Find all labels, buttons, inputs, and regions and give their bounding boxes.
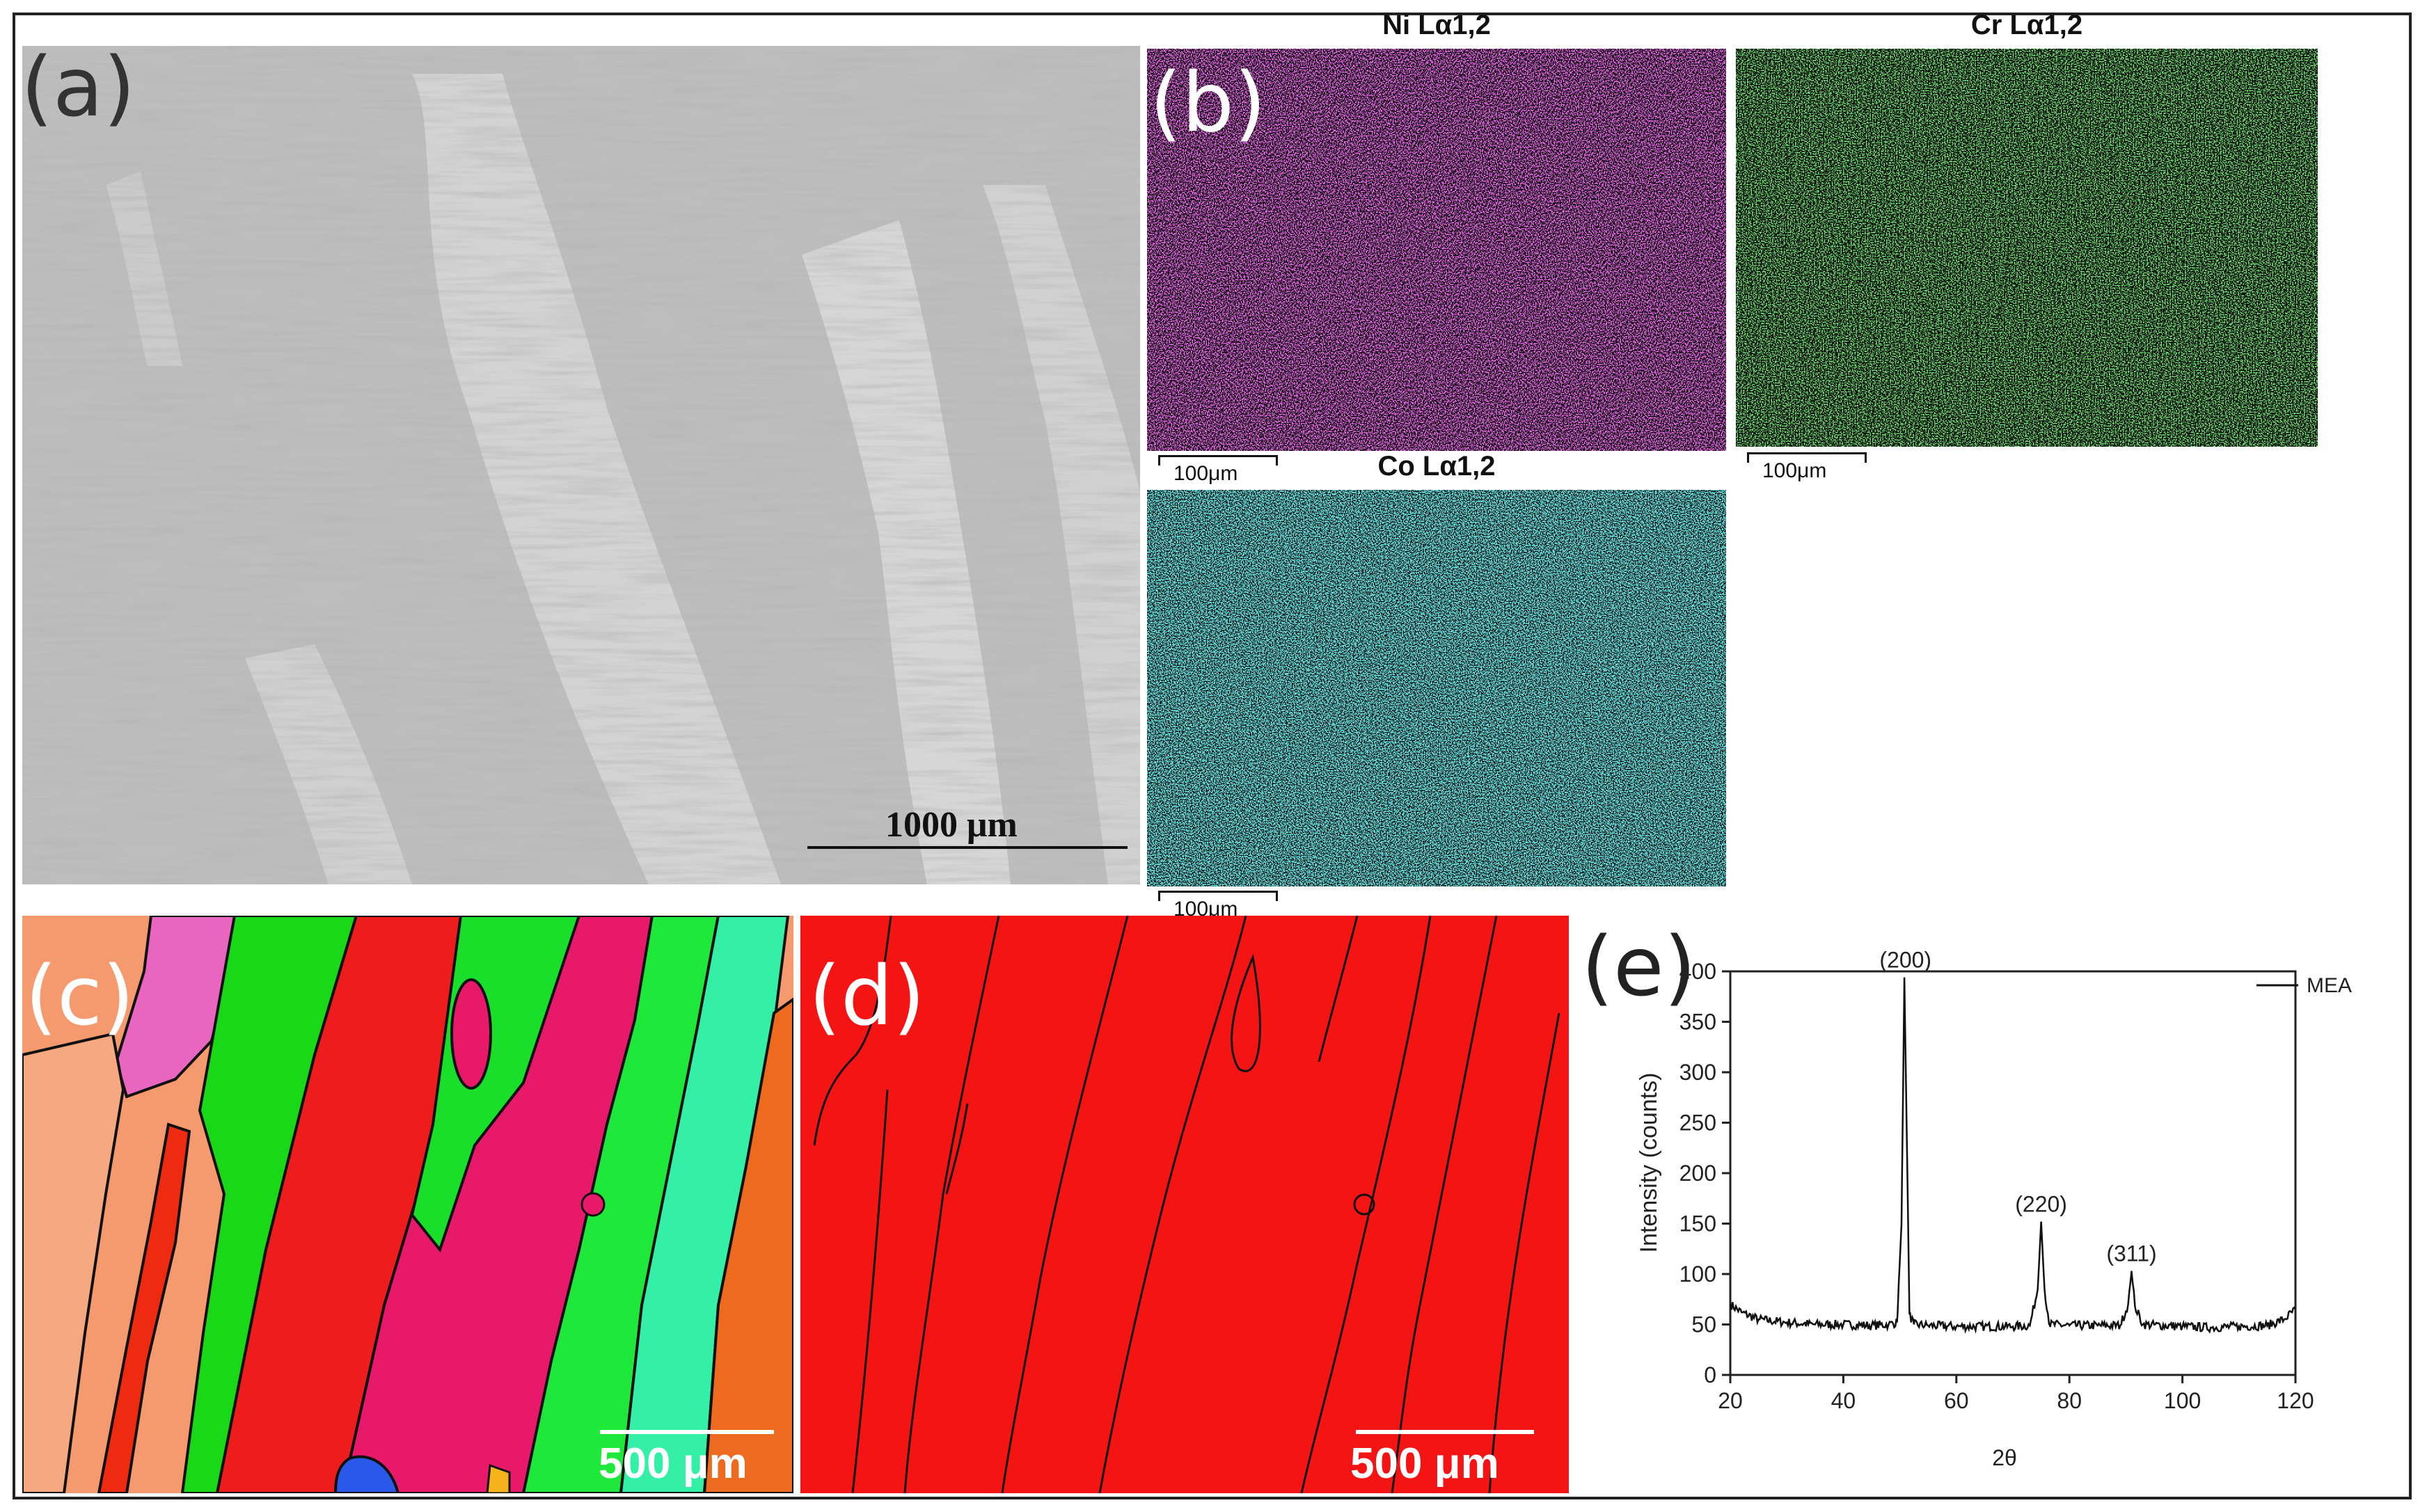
scale-bar-c — [600, 1430, 774, 1434]
panel-b-label: (b) — [1150, 54, 1266, 150]
plot-frame — [1729, 970, 2297, 1376]
cr-map — [1736, 49, 2318, 447]
figure-frame — [13, 13, 2412, 1499]
co-map — [1147, 490, 1726, 886]
panel-c-orientation-map: (c) 500 μm — [22, 916, 793, 1493]
x-tick-label: 40 — [1831, 1388, 1856, 1413]
panel-a-label: (a) — [22, 46, 136, 135]
x-tick-label: 120 — [2277, 1388, 2314, 1413]
co-map-title: Co Lα1,2 — [1377, 451, 1496, 482]
panel-d-boundary-map: (d) 500 μm — [800, 916, 1569, 1493]
scale-bar-a — [807, 846, 1128, 849]
panel-c-label: (c) — [25, 948, 134, 1044]
panel-a-micrograph: (a) 1000 μm — [22, 46, 1140, 884]
cr-scale-bar-label: 100μm — [1762, 459, 1827, 482]
boundary-map-image — [800, 916, 1569, 1493]
cr-scale-bar: 100μm — [1747, 452, 1867, 482]
peak-annotation: (200) — [1879, 948, 1931, 973]
scale-bar-a-label: 1000 μm — [885, 805, 1018, 845]
y-tick-label: 100 — [1679, 1262, 1716, 1287]
x-tick-label: 100 — [2164, 1388, 2201, 1413]
peak-annotation: (220) — [2015, 1192, 2067, 1217]
panel-d-label: (d) — [809, 948, 925, 1044]
x-tick-label: 80 — [2057, 1388, 2082, 1413]
xrd-chart: 20 40 60 80 100 120 0 50 100 150 200 250 300 350 400 (2… — [1636, 948, 2352, 1470]
micrograph-image — [22, 46, 1140, 884]
x-tick-label: 20 — [1718, 1388, 1743, 1413]
legend-label: MEA — [2307, 974, 2352, 997]
y-tick-label: 50 — [1691, 1312, 1716, 1337]
ni-scale-bar-label: 100μm — [1173, 462, 1238, 485]
y-tick-label: 400 — [1679, 959, 1716, 984]
y-tick-label: 200 — [1679, 1161, 1716, 1186]
cr-map-image — [1736, 49, 2318, 447]
x-axis-label: 2θ — [1992, 1445, 2017, 1470]
y-tick-label: 250 — [1679, 1111, 1716, 1136]
panel-e-label: (e) — [1581, 918, 1696, 1014]
co-map-image — [1147, 490, 1726, 886]
scale-bar-c-label: 500 μm — [599, 1440, 748, 1488]
y-tick-label: 0 — [1704, 1362, 1716, 1387]
peak-annotation: (311) — [2106, 1241, 2156, 1266]
y-tick-label: 350 — [1679, 1010, 1716, 1035]
ni-scale-bar: 100μm — [1158, 455, 1278, 485]
cr-map-title: Cr Lα1,2 — [1970, 10, 2083, 40]
y-tick-label: 150 — [1679, 1211, 1716, 1236]
scale-bar-d — [1356, 1430, 1534, 1434]
x-tick-label: 60 — [1944, 1388, 1969, 1413]
ni-map-image — [1147, 49, 1726, 451]
ni-map-title: Ni Lα1,2 — [1382, 10, 1491, 40]
series-line-mea — [1729, 977, 2297, 1334]
scale-bar-d-label: 500 μm — [1350, 1440, 1499, 1488]
y-axis-label: Intensity (counts) — [1636, 1073, 1662, 1253]
orientation-map-image — [22, 916, 793, 1493]
ni-map — [1147, 49, 1726, 451]
y-tick-label: 300 — [1679, 1060, 1716, 1085]
co-scale-bar: 100μm — [1158, 891, 1278, 921]
